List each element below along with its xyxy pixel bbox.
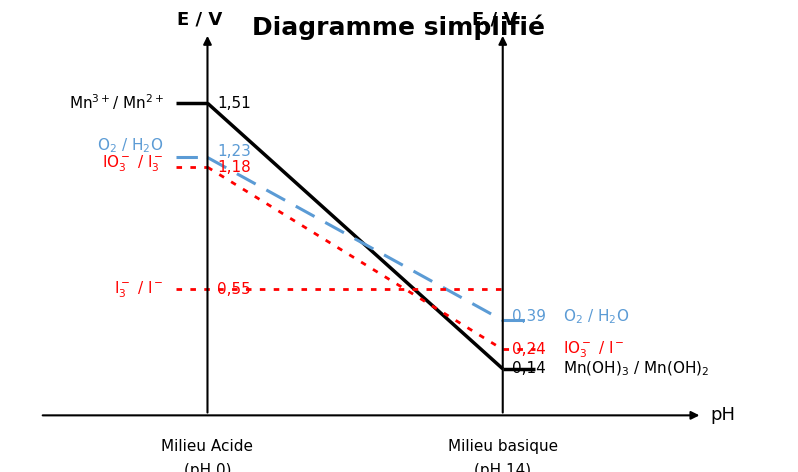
Text: (pH 14): (pH 14) (474, 463, 531, 472)
Text: IO$_3^-$ / I$^-$: IO$_3^-$ / I$^-$ (563, 339, 624, 360)
Text: IO$_3^-$ / I$_3^-$: IO$_3^-$ / I$_3^-$ (102, 153, 164, 174)
Text: E / V: E / V (472, 10, 517, 28)
Text: Milieu basique: Milieu basique (448, 439, 558, 454)
Text: E / V: E / V (177, 10, 222, 28)
Text: Diagramme simplifié: Diagramme simplifié (252, 14, 546, 40)
Text: O$_2$ / H$_2$O: O$_2$ / H$_2$O (97, 136, 164, 155)
Text: Milieu Acide: Milieu Acide (161, 439, 254, 454)
Text: 0,14: 0,14 (512, 362, 546, 376)
Text: 1,18: 1,18 (217, 160, 251, 175)
Text: I$_3^-$ / I$^-$: I$_3^-$ / I$^-$ (114, 279, 164, 300)
Text: Mn$^{3+}$/ Mn$^{2+}$: Mn$^{3+}$/ Mn$^{2+}$ (69, 93, 164, 112)
Text: 0,24: 0,24 (512, 342, 546, 357)
Text: (pH 0): (pH 0) (184, 463, 231, 472)
Text: 1,51: 1,51 (217, 96, 251, 110)
Text: 0,39: 0,39 (512, 309, 547, 324)
Text: O$_2$ / H$_2$O: O$_2$ / H$_2$O (563, 307, 629, 326)
Text: 1,23: 1,23 (217, 144, 251, 159)
Text: pH: pH (710, 406, 735, 424)
Text: Mn(OH)$_3$ / Mn(OH)$_2$: Mn(OH)$_3$ / Mn(OH)$_2$ (563, 360, 709, 378)
Text: 0,55: 0,55 (217, 282, 251, 297)
